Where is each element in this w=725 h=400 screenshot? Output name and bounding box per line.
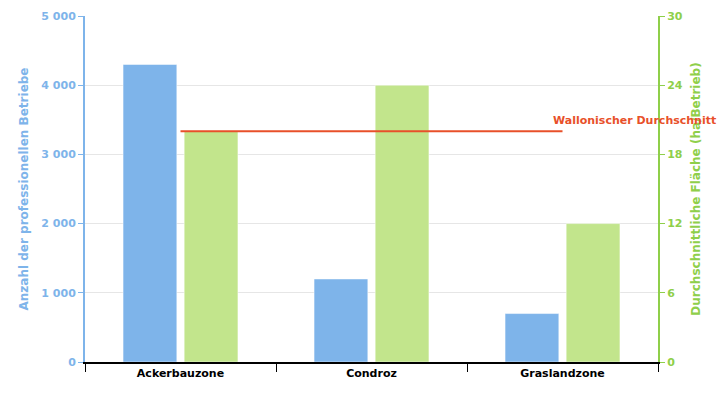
svg-text:24: 24 <box>667 79 683 92</box>
svg-text:5 000: 5 000 <box>41 10 76 23</box>
svg-text:Wallonischer Durchschnitt: Wallonischer Durchschnitt <box>553 114 716 127</box>
svg-text:1 000: 1 000 <box>41 287 76 300</box>
svg-text:Condroz: Condroz <box>346 367 397 380</box>
svg-text:6: 6 <box>667 287 675 300</box>
svg-text:Durchschnittliche Fläche (ha/B: Durchschnittliche Fläche (ha/Betrieb) <box>689 62 703 315</box>
svg-text:Anzahl der professionellen Bet: Anzahl der professionellen Betriebe <box>17 67 31 310</box>
svg-text:0: 0 <box>667 356 675 369</box>
svg-text:Ackerbauzone: Ackerbauzone <box>137 367 224 380</box>
svg-text:4 000: 4 000 <box>41 79 76 92</box>
svg-text:Graslandzone: Graslandzone <box>520 367 605 380</box>
svg-text:0: 0 <box>68 356 76 369</box>
svg-text:2 000: 2 000 <box>41 217 76 230</box>
svg-text:12: 12 <box>667 217 682 230</box>
svg-text:18: 18 <box>667 148 682 161</box>
svg-text:30: 30 <box>667 10 683 23</box>
svg-text:3 000: 3 000 <box>41 148 76 161</box>
